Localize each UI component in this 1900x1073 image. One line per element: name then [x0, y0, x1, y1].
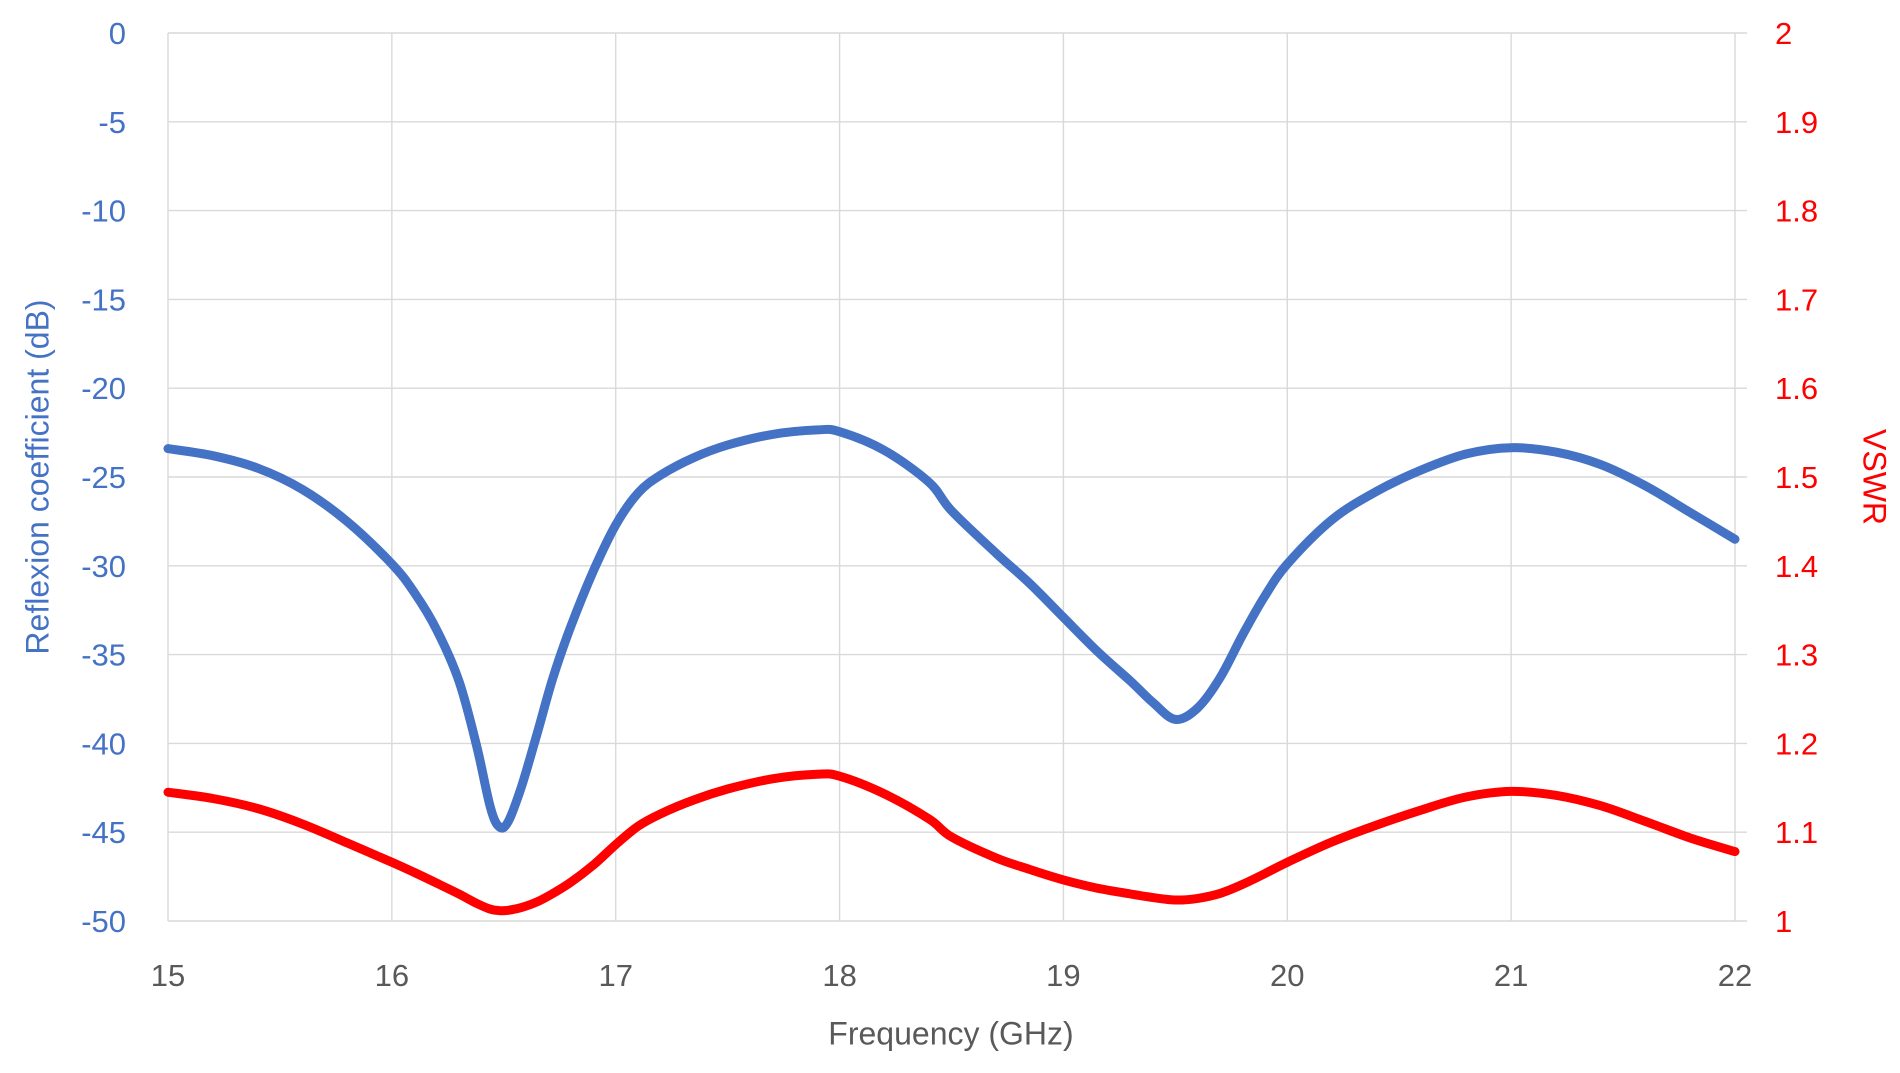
- y-right-tick-label: 1.1: [1775, 815, 1818, 850]
- x-tick-label: 21: [1494, 958, 1528, 993]
- y-axis-left-title: Reflexion coefficient (dB): [19, 299, 56, 655]
- y-left-tick-label: -10: [81, 194, 126, 229]
- y-left-tick-label: -50: [81, 904, 126, 939]
- x-tick-label: 19: [1046, 958, 1080, 993]
- y-left-tick-label: -35: [81, 638, 126, 673]
- y-left-tick-label: -40: [81, 726, 126, 761]
- y-left-tick-label: -15: [81, 282, 126, 317]
- x-tick-label: 16: [375, 958, 409, 993]
- y-left-tick-label: -20: [81, 371, 126, 406]
- y-left-tick-label: -30: [81, 549, 126, 584]
- x-tick-label: 17: [598, 958, 632, 993]
- y-right-tick-label: 1.5: [1775, 460, 1818, 495]
- reflexion-coefficient-curve: [163, 424, 1740, 833]
- y-right-tick-label: 1.3: [1775, 638, 1818, 673]
- x-tick-label: 20: [1270, 958, 1304, 993]
- x-axis-title: Frequency (GHz): [828, 1015, 1074, 1052]
- vswr-curve: [163, 769, 1740, 916]
- x-tick-label: 22: [1718, 958, 1752, 993]
- y-right-tick-label: 2: [1775, 16, 1792, 51]
- y-right-tick-label: 1.6: [1775, 371, 1818, 406]
- y-left-tick-label: -45: [81, 815, 126, 850]
- y-right-tick-label: 1.4: [1775, 549, 1818, 584]
- y-right-tick-label: 1: [1775, 904, 1792, 939]
- x-tick-label: 15: [151, 958, 185, 993]
- x-tick-label: 18: [822, 958, 856, 993]
- y-right-tick-label: 1.7: [1775, 282, 1818, 317]
- y-axis-right-title: VSWR: [1856, 429, 1893, 525]
- y-left-tick-label: 0: [109, 16, 126, 51]
- y-right-tick-label: 1.2: [1775, 726, 1818, 761]
- y-right-tick-label: 1.8: [1775, 194, 1818, 229]
- y-right-tick-label: 1.9: [1775, 105, 1818, 140]
- y-left-tick-label: -5: [98, 105, 126, 140]
- y-left-tick-label: -25: [81, 460, 126, 495]
